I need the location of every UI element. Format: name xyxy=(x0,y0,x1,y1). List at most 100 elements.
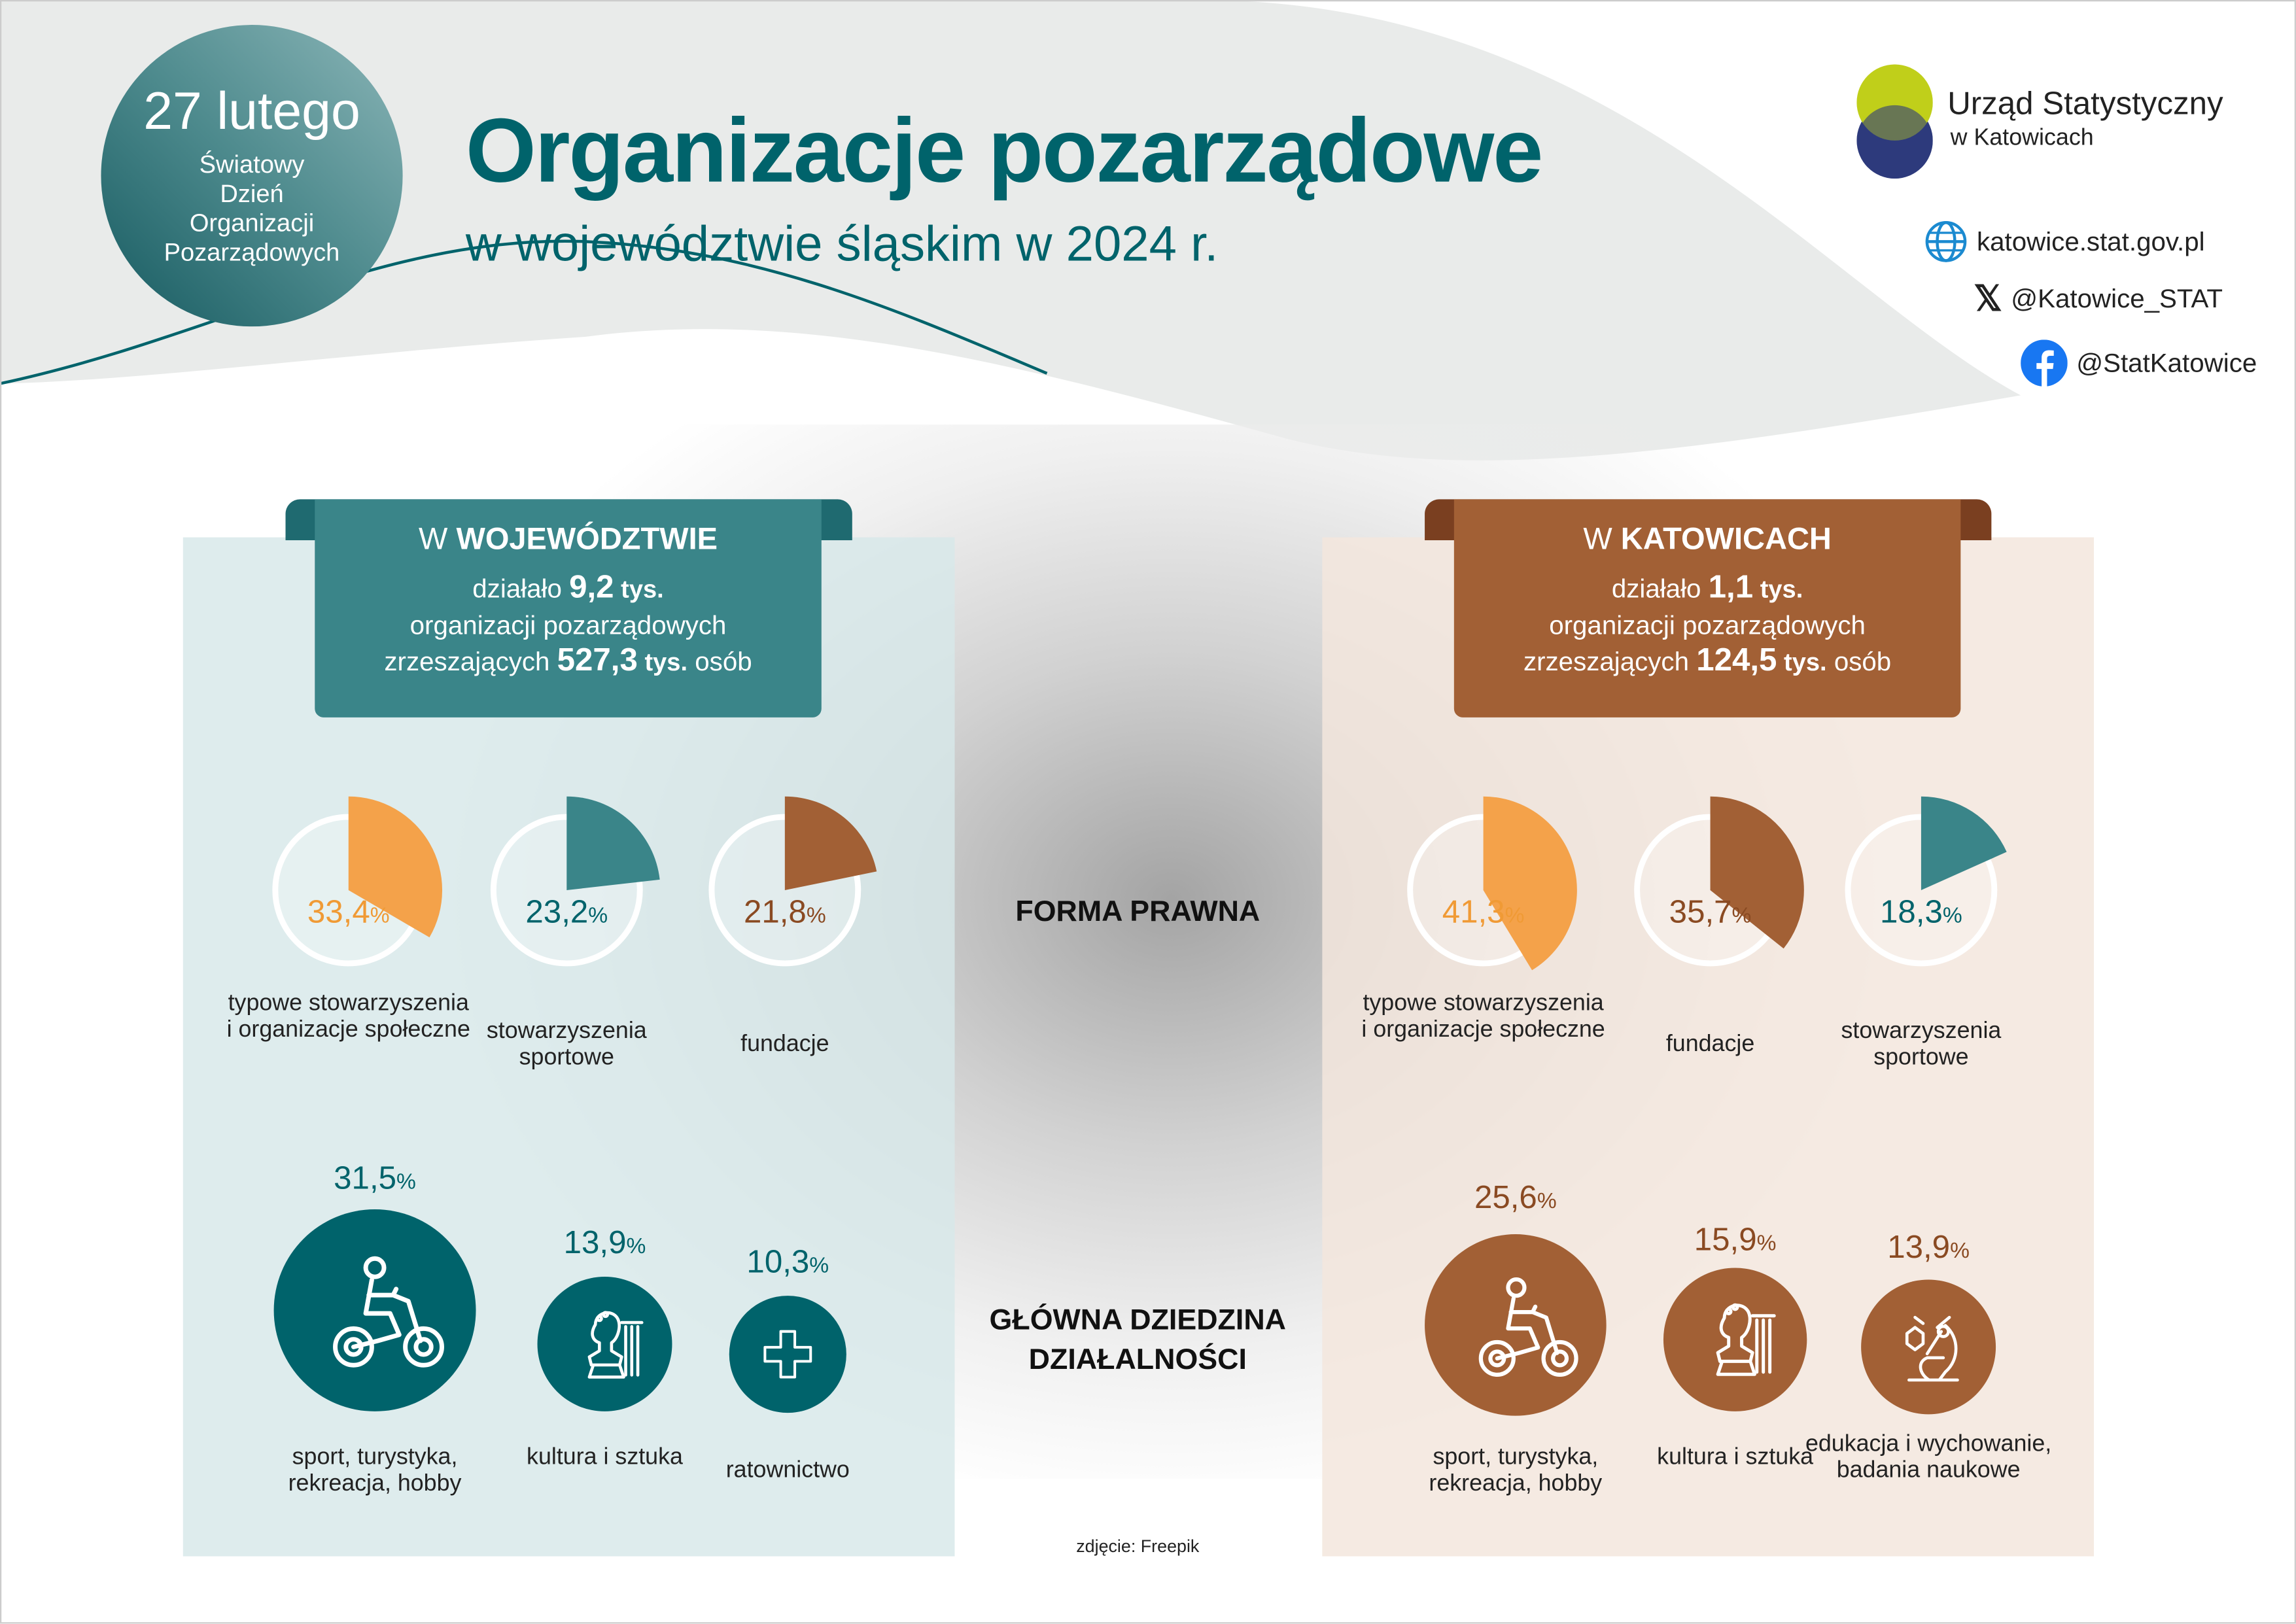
category-label: typowe stowarzyszenia i organizacje społ… xyxy=(1361,991,1605,1043)
page-title: Organizacje pozarządowe xyxy=(465,101,1544,202)
percent-label: 21,8% xyxy=(697,893,873,931)
summary-title-pre: W xyxy=(1583,523,1621,557)
percent-value: 21,8 xyxy=(743,893,807,930)
summary-title-pre: W xyxy=(419,523,457,557)
section-title-line: GŁÓWNA DZIEDZINA xyxy=(989,1304,1287,1337)
cyclist-icon xyxy=(333,1256,444,1368)
percent-label: 35,7% xyxy=(1622,893,1798,931)
badge-line: Światowy xyxy=(199,150,305,179)
section-title-line: DZIAŁALNOŚCI xyxy=(1028,1343,1247,1377)
section-legal-form: FORMA PRAWNA xyxy=(1015,895,1261,929)
badge-date: 27 lutego xyxy=(143,80,360,141)
pie-chart xyxy=(490,796,660,967)
cyclist-icon xyxy=(1478,1276,1578,1376)
percent-label: 15,9% xyxy=(1647,1221,1823,1259)
percent-label: 13,9% xyxy=(517,1224,693,1262)
badge-line: Dzień xyxy=(220,180,284,208)
category-bubble xyxy=(1861,1279,1996,1415)
percent-value: 35,7 xyxy=(1669,893,1732,930)
percent-sign: % xyxy=(1942,903,1962,929)
percent-sign: % xyxy=(1537,1188,1557,1214)
percent-sign: % xyxy=(1756,1231,1777,1256)
category-bubble xyxy=(273,1209,476,1411)
percent-label: 41,3% xyxy=(1395,893,1571,931)
summary-text: zrzeszających xyxy=(384,647,557,677)
members-count: 124,5 xyxy=(1696,641,1777,678)
category-label: kultura i sztuka xyxy=(1657,1445,1814,1470)
percent-label: 23,2% xyxy=(479,893,655,931)
category-bubble xyxy=(537,1276,672,1411)
percent-label: 31,5% xyxy=(287,1160,463,1198)
katowice-summary: W KATOWICACH działało 1,1 tys. organizac… xyxy=(1453,499,1961,717)
website-link[interactable]: katowice.stat.gov.pl xyxy=(1924,220,2205,264)
percent-value: 18,3 xyxy=(1880,893,1943,930)
category-label: stowarzyszenia sportowe xyxy=(486,1018,647,1071)
facebook-link[interactable]: @StatKatowice xyxy=(2021,339,2257,387)
category-label: fundacje xyxy=(1665,1032,1755,1058)
category-label: sport, turystyka, rekreacja, hobby xyxy=(1429,1445,1603,1496)
cross-icon xyxy=(763,1330,812,1379)
percent-sign: % xyxy=(806,903,826,929)
percent-sign: % xyxy=(1950,1238,1970,1264)
percent-value: 33,4 xyxy=(307,893,370,930)
percent-value: 41,3 xyxy=(1442,893,1505,930)
pie-chart xyxy=(1634,796,1804,967)
category-bubble xyxy=(1425,1234,1607,1416)
website-text: katowice.stat.gov.pl xyxy=(1976,226,2205,256)
summary-title: WOJEWÓDZTWIE xyxy=(456,523,718,557)
category-label: stowarzyszenia sportowe xyxy=(1841,1018,2002,1071)
percent-value: 13,9 xyxy=(563,1224,627,1261)
photo-credit: zdjęcie: Freepik xyxy=(1076,1536,1200,1557)
pie-slice xyxy=(566,796,660,891)
pie-slice xyxy=(1921,796,2007,891)
percent-value: 15,9 xyxy=(1694,1220,1757,1258)
unit: tys. xyxy=(1753,575,1803,604)
category-label: typowe stowarzyszenia i organizacje społ… xyxy=(226,991,470,1043)
summary-text: osób xyxy=(687,647,752,677)
summary-title: KATOWICACH xyxy=(1620,523,1832,557)
logo-name: Urząd Statystyczny xyxy=(1947,84,2223,122)
percent-sign: % xyxy=(1505,903,1525,929)
members-count: 527,3 xyxy=(557,641,638,678)
pie-slice xyxy=(1710,796,1804,949)
x-link[interactable]: 𝕏 @Katowice_STAT xyxy=(1974,278,2223,320)
percent-sign: % xyxy=(370,903,390,929)
pie-chart xyxy=(1407,796,1577,971)
percent-sign: % xyxy=(396,1169,416,1195)
voivodeship-summary: W WOJEWÓDZTWIE działało 9,2 tys. organiz… xyxy=(315,499,822,717)
category-label: fundacje xyxy=(740,1032,829,1058)
percent-label: 33,4% xyxy=(260,893,436,931)
badge-line: Pozarządowych xyxy=(164,238,340,267)
section-main-field: GŁÓWNA DZIEDZINA DZIAŁALNOŚCI xyxy=(918,1302,1358,1381)
percent-value: 25,6 xyxy=(1474,1178,1537,1215)
date-badge: 27 lutego Światowy Dzień Organizacji Poz… xyxy=(101,25,403,327)
pie-chart xyxy=(272,796,443,967)
unit: tys. xyxy=(1777,648,1827,677)
pie-slice xyxy=(348,796,443,938)
us-logo-icon xyxy=(1856,64,1933,179)
summary-text: działało xyxy=(1611,574,1709,604)
category-label: sport, turystyka, rekreacja, hobby xyxy=(288,1445,462,1496)
bust-icon xyxy=(587,1310,643,1378)
category-bubble xyxy=(1663,1268,1807,1411)
percent-label: 25,6% xyxy=(1428,1179,1604,1217)
facebook-handle: @StatKatowice xyxy=(2076,347,2257,377)
percent-value: 13,9 xyxy=(1887,1228,1951,1266)
category-label: kultura i sztuka xyxy=(527,1445,683,1470)
x-icon: 𝕏 xyxy=(1974,279,2002,319)
percent-sign: % xyxy=(626,1234,646,1260)
pie-slice xyxy=(1483,796,1577,971)
summary-text: organizacji pozarządowych xyxy=(1549,610,1866,640)
bust-icon xyxy=(1716,1303,1776,1376)
summary-text: zrzeszających xyxy=(1523,647,1697,677)
organizations-count: 1,1 xyxy=(1708,568,1754,605)
organizations-count: 9,2 xyxy=(569,568,614,605)
percent-value: 23,2 xyxy=(525,893,589,930)
percent-label: 10,3% xyxy=(700,1243,876,1281)
microscope-icon xyxy=(1904,1315,1958,1381)
page-subtitle: w województwie śląskim w 2024 r. xyxy=(465,216,1219,273)
badge-line: Organizacji xyxy=(189,209,315,237)
pie-chart xyxy=(708,796,877,967)
